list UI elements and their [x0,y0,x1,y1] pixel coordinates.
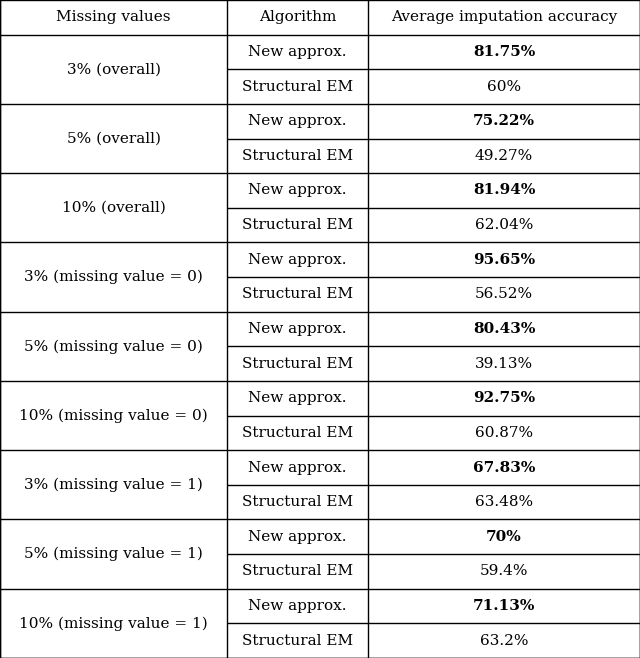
Text: 63.48%: 63.48% [475,495,533,509]
Text: Structural EM: Structural EM [242,218,353,232]
Text: 56.52%: 56.52% [475,288,533,301]
Text: Structural EM: Structural EM [242,288,353,301]
Text: 80.43%: 80.43% [473,322,535,336]
Text: 81.94%: 81.94% [473,184,535,197]
Text: Missing values: Missing values [56,11,171,24]
Text: 59.4%: 59.4% [480,565,528,578]
Text: New approx.: New approx. [248,253,347,266]
Text: 95.65%: 95.65% [473,253,535,266]
Text: 10% (missing value = 1): 10% (missing value = 1) [19,616,208,630]
Text: 92.75%: 92.75% [473,392,535,405]
Text: 3% (missing value = 1): 3% (missing value = 1) [24,478,203,492]
Text: New approx.: New approx. [248,530,347,544]
Text: Structural EM: Structural EM [242,80,353,93]
Text: New approx.: New approx. [248,184,347,197]
Text: Structural EM: Structural EM [242,634,353,647]
Text: 71.13%: 71.13% [473,599,535,613]
Text: 10% (overall): 10% (overall) [61,201,166,215]
Text: 81.75%: 81.75% [473,45,535,59]
Text: Structural EM: Structural EM [242,357,353,370]
Text: 39.13%: 39.13% [475,357,533,370]
Text: New approx.: New approx. [248,322,347,336]
Text: New approx.: New approx. [248,599,347,613]
Text: 67.83%: 67.83% [473,461,535,474]
Text: 60.87%: 60.87% [475,426,533,440]
Text: Structural EM: Structural EM [242,495,353,509]
Text: 62.04%: 62.04% [475,218,533,232]
Text: 5% (missing value = 0): 5% (missing value = 0) [24,339,203,353]
Text: 10% (missing value = 0): 10% (missing value = 0) [19,409,208,423]
Text: New approx.: New approx. [248,461,347,474]
Text: Algorithm: Algorithm [259,11,336,24]
Text: 70%: 70% [486,530,522,544]
Text: 5% (missing value = 1): 5% (missing value = 1) [24,547,203,561]
Text: 3% (missing value = 0): 3% (missing value = 0) [24,270,203,284]
Text: New approx.: New approx. [248,45,347,59]
Text: Structural EM: Structural EM [242,565,353,578]
Text: 49.27%: 49.27% [475,149,533,163]
Text: 3% (overall): 3% (overall) [67,63,161,76]
Text: New approx.: New approx. [248,392,347,405]
Text: 63.2%: 63.2% [480,634,528,647]
Text: New approx.: New approx. [248,114,347,128]
Text: Structural EM: Structural EM [242,426,353,440]
Text: 75.22%: 75.22% [473,114,535,128]
Text: 5% (overall): 5% (overall) [67,132,161,145]
Text: Average imputation accuracy: Average imputation accuracy [391,11,617,24]
Text: Structural EM: Structural EM [242,149,353,163]
Text: 60%: 60% [487,80,521,93]
